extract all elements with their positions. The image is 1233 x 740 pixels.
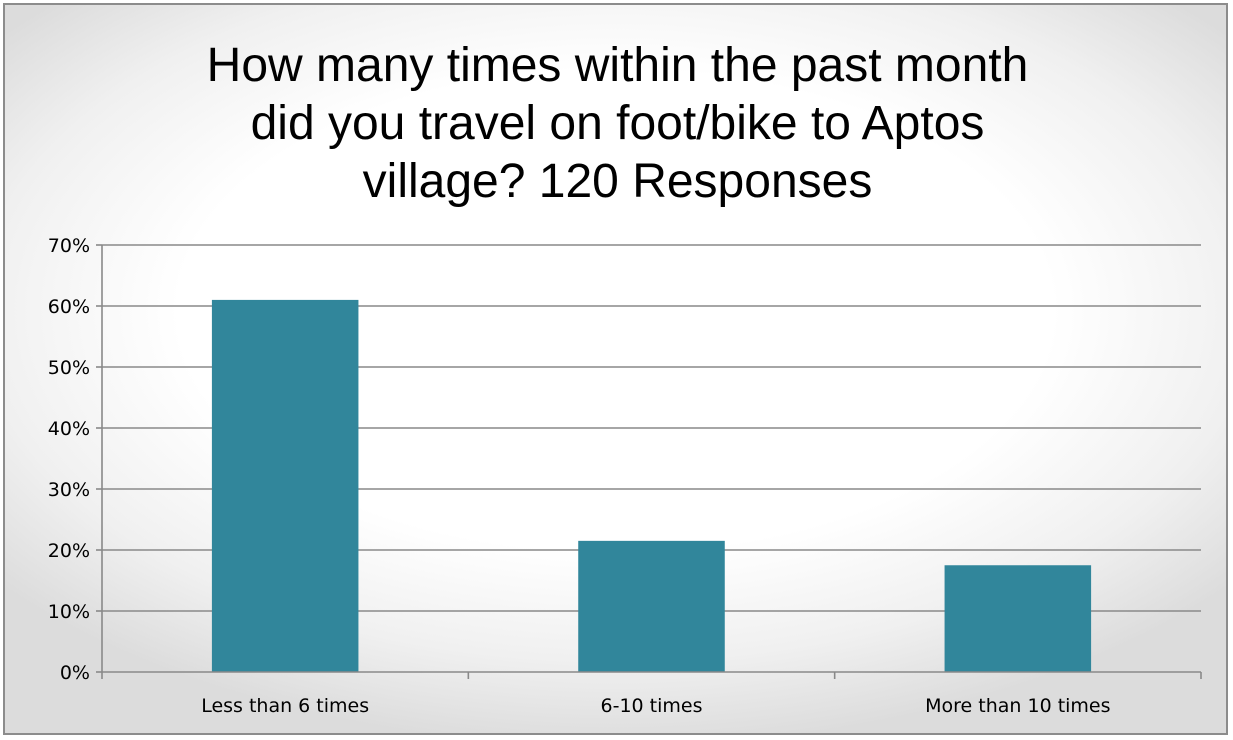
y-tick-label: 60% <box>48 296 90 318</box>
y-tick-label: 40% <box>48 418 90 440</box>
bar <box>211 299 359 672</box>
axes <box>96 244 1202 679</box>
x-tick-label: 6-10 times <box>601 695 703 717</box>
chart-title-line: How many times within the past month <box>206 39 1029 92</box>
y-tick-label: 50% <box>48 357 90 379</box>
y-tick-label: 20% <box>48 540 90 562</box>
x-tick-labels: Less than 6 times 6-10 times More than 10 … <box>201 695 1110 717</box>
bar-chart: 0% 10% 20% 30% 40% 50% 60% 70% Less than 6 time… <box>48 235 1202 717</box>
y-tick-label: 30% <box>48 479 90 501</box>
bars <box>211 299 1092 672</box>
chart-frame: How many times within the past month did … <box>3 3 1228 735</box>
x-tick-label: Less than 6 times <box>201 695 369 717</box>
chart-title-line: village? 120 Responses <box>362 155 873 208</box>
bar <box>944 565 1092 672</box>
y-tick-label: 0% <box>60 662 90 684</box>
y-tick-label: 10% <box>48 601 90 623</box>
y-tick-labels: 0% 10% 20% 30% 40% 50% 60% 70% <box>48 235 90 684</box>
chart-title: How many times within the past month did … <box>105 37 1130 211</box>
bar <box>578 540 725 672</box>
chart-title-line: did you travel on foot/bike to Aptos <box>250 97 985 150</box>
y-tick-label: 70% <box>48 235 90 257</box>
x-tick-label: More than 10 times <box>925 695 1110 717</box>
